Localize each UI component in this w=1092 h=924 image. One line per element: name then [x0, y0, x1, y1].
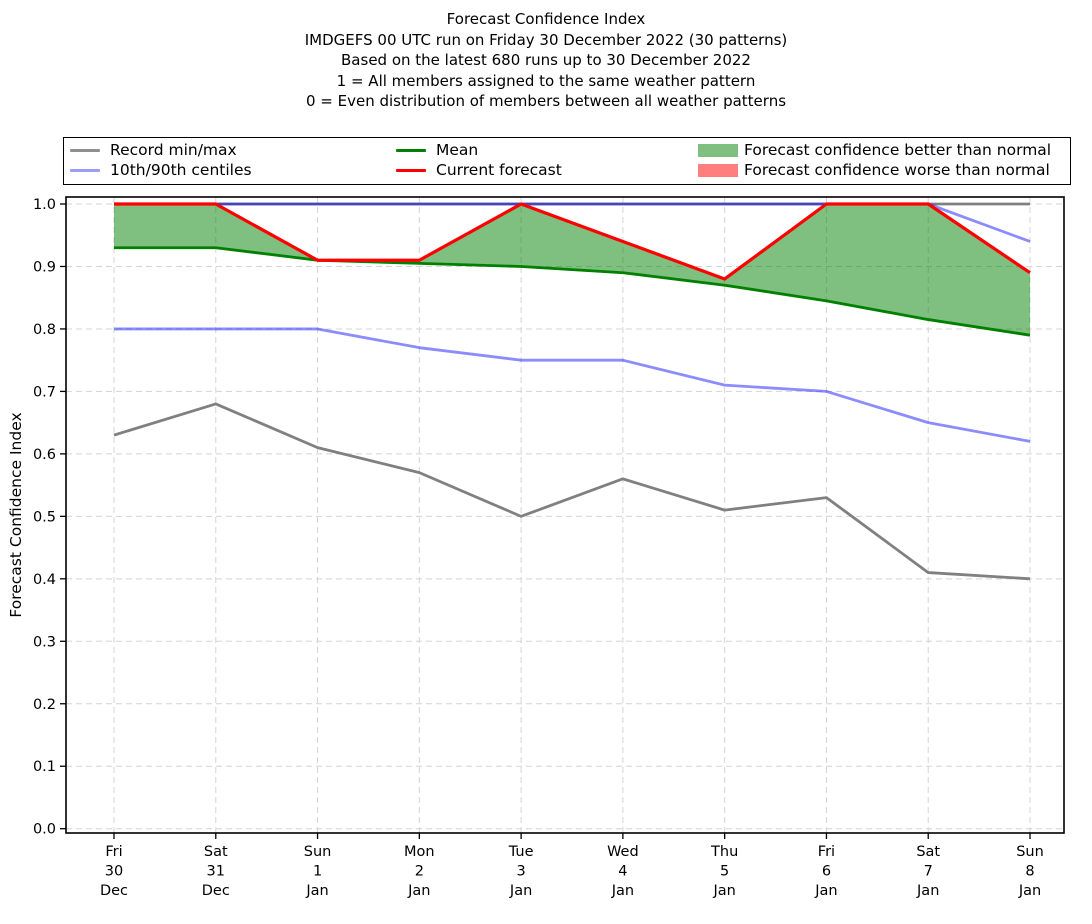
x-tick-label: 6 [822, 864, 831, 880]
mean-line [114, 246, 1031, 337]
legend-entry-mean: Mean [396, 140, 478, 161]
x-tick-label: Mon [404, 844, 435, 860]
centile-10-line [114, 327, 1031, 443]
y-tick-label: 1.0 [33, 197, 56, 213]
y-axis-label: Forecast Confidence Index [7, 412, 25, 617]
x-tick-label: Dec [100, 883, 128, 899]
x-tick-label: Fri [105, 844, 122, 860]
x-tick-label: 5 [720, 864, 729, 880]
chart-title: Forecast Confidence Index [446, 10, 646, 28]
x-tick-label: Fri [818, 844, 835, 860]
plot-border [65, 196, 1065, 834]
better-than-normal-swatch [698, 144, 738, 157]
current-line [114, 202, 1031, 281]
mean-swatch [396, 148, 426, 153]
x-tick-label: Jan [712, 883, 735, 899]
legend-entry-better-than-normal: Forecast confidence better than normal [698, 140, 1051, 161]
y-tick-label: 0.2 [33, 697, 56, 713]
x-tick-label: 3 [516, 864, 525, 880]
legend-entry-record-minmax: Record min/max [70, 140, 237, 161]
record-min-line [113, 402, 1031, 581]
y-tick-label: 0.9 [33, 259, 56, 275]
x-tick-label: 2 [415, 864, 424, 880]
x-tick-label: Jan [814, 883, 837, 899]
x-tick-label: Dec [202, 883, 230, 899]
chart-subtitle-run: IMDGEFS 00 UTC run on Friday 30 December… [304, 31, 788, 49]
x-tick-label: 31 [207, 864, 225, 880]
legend-label: Record min/max [110, 141, 237, 159]
x-tick-label: Jan [611, 883, 634, 899]
x-tick-label: 1 [313, 864, 322, 880]
legend-entry-current-forecast: Current forecast [396, 160, 562, 181]
y-tick-label: 0.5 [33, 509, 56, 525]
current-forecast-swatch [396, 168, 426, 173]
legend-label: Forecast confidence better than normal [744, 141, 1052, 159]
record-minmax-swatch [70, 148, 100, 153]
x-tick-label: Wed [607, 844, 639, 860]
y-tick-label: 0.7 [33, 384, 56, 400]
x-tick-label: Jan [916, 883, 939, 899]
y-tick-label: 0.1 [33, 759, 56, 775]
legend-label: Mean [436, 141, 479, 159]
chart-subtitle-scale-1: 1 = All members assigned to the same wea… [336, 72, 756, 90]
chart-subtitle-scale-0: 0 = Even distribution of members between… [305, 92, 787, 110]
legend-label: Forecast confidence worse than normal [744, 161, 1050, 179]
x-tick-label: Sat [916, 844, 940, 860]
y-tick-label: 0.4 [33, 572, 56, 588]
legend-label: 10th/90th centiles [110, 161, 252, 179]
y-tick-label: 0.3 [33, 634, 56, 650]
worse-than-normal-swatch [698, 164, 738, 177]
x-tick-label: 4 [618, 864, 627, 880]
x-tick-label: Sat [204, 844, 228, 860]
y-tick-label: 0.8 [33, 322, 56, 338]
centiles-swatch [70, 168, 100, 173]
x-tick-label: Tue [508, 844, 534, 860]
x-tick-label: Thu [710, 844, 738, 860]
x-tick-label: Jan [407, 883, 430, 899]
y-tick-label: 0.0 [33, 822, 56, 838]
legend-entry-worse-than-normal: Forecast confidence worse than normal [698, 160, 1050, 181]
x-tick-label: 7 [924, 864, 933, 880]
x-tick-label: Jan [305, 883, 328, 899]
x-tick-label: Jan [1018, 883, 1041, 899]
x-tick-label: 8 [1025, 864, 1034, 880]
x-tick-label: Jan [509, 883, 532, 899]
legend-entry-centiles: 10th/90th centiles [70, 160, 252, 181]
chart-subtitle-basis: Based on the latest 680 runs up to 30 De… [341, 51, 751, 69]
legend-label: Current forecast [436, 161, 562, 179]
y-tick-label: 0.6 [33, 447, 56, 463]
legend: Record min/max 10th/90th centiles Mean C… [63, 137, 1071, 185]
x-tick-label: Sun [304, 844, 332, 860]
x-tick-label: 30 [105, 864, 123, 880]
x-tick-label: Sun [1016, 844, 1044, 860]
